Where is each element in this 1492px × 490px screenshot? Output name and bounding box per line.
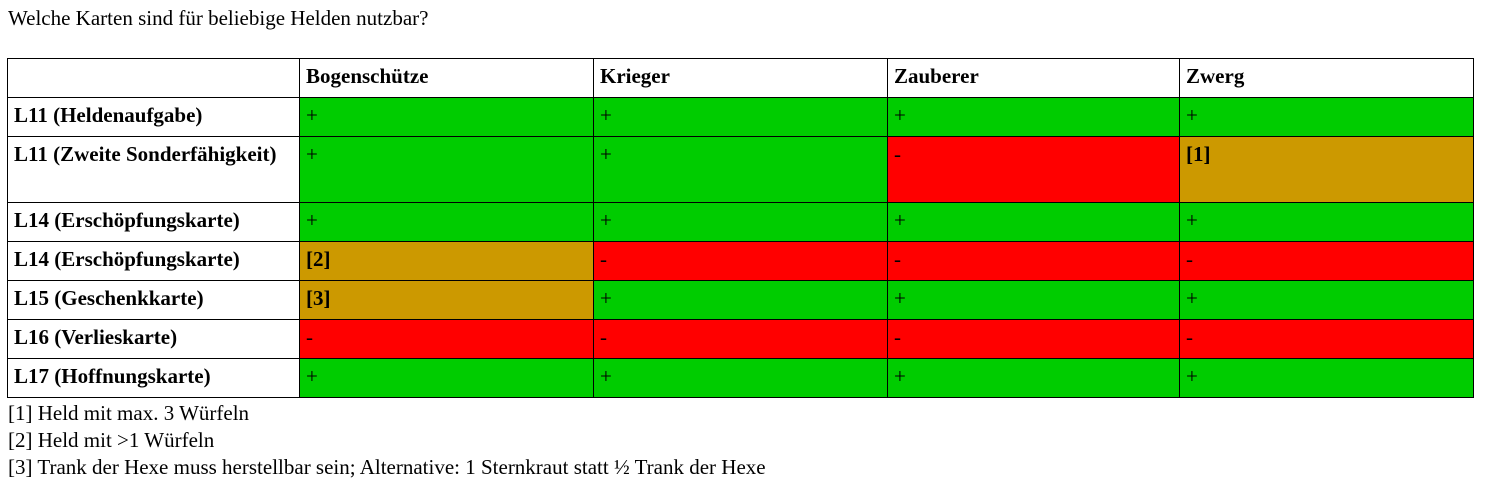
table-row: L17 (Hoffnungskarte) + + + + (7, 358, 1474, 398)
table-cell: + (593, 280, 888, 320)
table-row: L14 (Erschöpfungskarte) + + + + (7, 202, 1474, 242)
table-cell: - (887, 241, 1180, 281)
table-cell: [3] (299, 280, 594, 320)
table-row: L15 (Geschenkkarte) [3] + + + (7, 280, 1474, 320)
table-cell: + (1179, 97, 1474, 137)
table-cell: - (299, 319, 594, 359)
table-cell: - (1179, 241, 1474, 281)
table-cell: + (593, 136, 888, 203)
column-header-bogenschuetze: Bogenschütze (299, 58, 594, 98)
row-label: L17 (Hoffnungskarte) (7, 358, 300, 398)
table-cell: + (887, 280, 1180, 320)
row-label: L11 (Zweite Sonderfähigkeit) (7, 136, 300, 203)
table-cell: + (299, 202, 594, 242)
row-label: L11 (Heldenaufgabe) (7, 97, 300, 137)
hero-card-table: Bogenschütze Krieger Zauberer Zwerg L11 … (7, 58, 1474, 398)
footnotes: [1] Held mit max. 3 Würfeln [2] Held mit… (8, 400, 766, 481)
table-cell: - (887, 319, 1180, 359)
table-cell: + (593, 358, 888, 398)
table-cell: + (593, 202, 888, 242)
column-header-krieger: Krieger (593, 58, 888, 98)
footnote-3: [3] Trank der Hexe muss herstellbar sein… (8, 455, 766, 479)
table-cell: - (593, 241, 888, 281)
table-row: L14 (Erschöpfungskarte) [2] - - - (7, 241, 1474, 281)
column-header-zauberer: Zauberer (887, 58, 1180, 98)
row-label: L16 (Verlieskarte) (7, 319, 300, 359)
table-cell: [1] (1179, 136, 1474, 203)
table-header-row: Bogenschütze Krieger Zauberer Zwerg (7, 58, 1474, 98)
table-row: L11 (Heldenaufgabe) + + + + (7, 97, 1474, 137)
table-cell: - (1179, 319, 1474, 359)
question-heading: Welche Karten sind für beliebige Helden … (8, 6, 429, 30)
table-cell: + (1179, 358, 1474, 398)
table-cell: + (887, 358, 1180, 398)
table-cell: + (593, 97, 888, 137)
table-cell: + (299, 136, 594, 203)
table-cell: + (887, 97, 1180, 137)
table-cell: - (593, 319, 888, 359)
table-row: L11 (Zweite Sonderfähigkeit) + + - [1] (7, 136, 1474, 203)
row-label: L14 (Erschöpfungskarte) (7, 241, 300, 281)
table-cell: [2] (299, 241, 594, 281)
table-cell: + (299, 97, 594, 137)
footnote-1: [1] Held mit max. 3 Würfeln (8, 401, 250, 425)
table-cell: + (299, 358, 594, 398)
footnote-2: [2] Held mit >1 Würfeln (8, 428, 215, 452)
corner-cell (7, 58, 300, 98)
column-header-zwerg: Zwerg (1179, 58, 1474, 98)
table-cell: - (887, 136, 1180, 203)
table-cell: + (1179, 280, 1474, 320)
row-label: L14 (Erschöpfungskarte) (7, 202, 300, 242)
table-cell: + (887, 202, 1180, 242)
table-row: L16 (Verlieskarte) - - - - (7, 319, 1474, 359)
table-cell: + (1179, 202, 1474, 242)
row-label: L15 (Geschenkkarte) (7, 280, 300, 320)
